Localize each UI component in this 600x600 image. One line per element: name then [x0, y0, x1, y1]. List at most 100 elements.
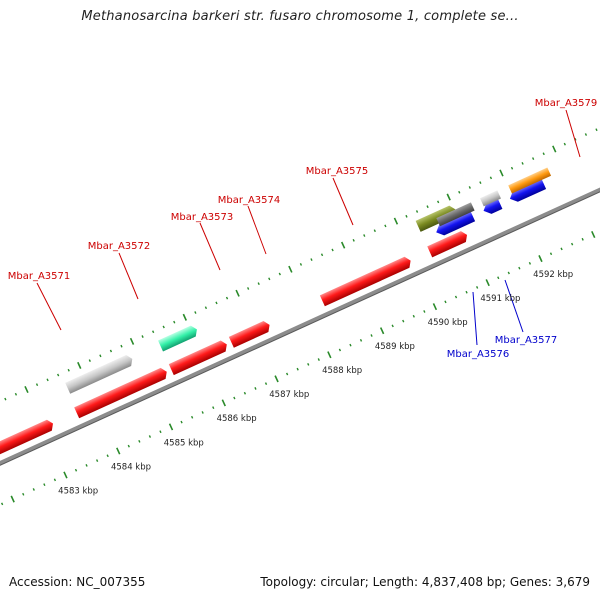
ruler-tick — [373, 229, 376, 233]
gene-mbar-a3576[interactable] — [434, 210, 476, 238]
gene-mbar-a3571[interactable] — [65, 353, 135, 394]
ruler-tick — [168, 423, 174, 431]
gene-label-mbar-a3573[interactable]: Mbar_A3573 — [171, 212, 234, 271]
scale-labels: 4583 kbp 4584 kbp 4585 kbp 4586 kbp 4587 kbp… — [58, 270, 573, 497]
ruler-tick — [288, 265, 293, 273]
ruler-tick — [268, 277, 271, 281]
kbp-tick-label: 4585 kbp — [164, 438, 204, 448]
svg-text:Mbar_A3575: Mbar_A3575 — [306, 166, 369, 177]
ruler-tick — [510, 166, 514, 170]
ruler-tick — [129, 337, 135, 345]
ruler-tick — [370, 334, 373, 337]
ruler-tick — [538, 255, 543, 263]
gene-label-mbar-a3579[interactable]: Mbar_A3579 — [535, 98, 598, 158]
gene-mbar-a3572[interactable] — [158, 324, 199, 352]
ruler-tick — [437, 200, 440, 204]
ruler-tick — [120, 344, 123, 348]
ruler-tick — [24, 385, 29, 394]
ruler-tick — [173, 320, 176, 324]
gene-label-mbar-a3577[interactable]: Mbar_A3577 — [495, 279, 558, 346]
ruler-tick — [109, 349, 113, 353]
ruler-tick — [296, 367, 299, 371]
ruler-tick — [4, 397, 7, 401]
svg-text:Mbar_A3576: Mbar_A3576 — [447, 349, 510, 360]
kbp-tick-label: 4588 kbp — [322, 366, 362, 376]
ruler-tick — [423, 310, 426, 313]
ruler-tick — [106, 454, 109, 458]
gene-label-mbar-a3576[interactable]: Mbar_A3576 — [447, 291, 510, 360]
ruler-tick — [415, 210, 419, 213]
ruler-tick — [521, 162, 524, 165]
ruler-tick — [405, 214, 408, 218]
ruler-tick — [518, 266, 521, 270]
ruler-tick — [352, 238, 355, 242]
genome-backbone — [0, 129, 600, 515]
ruler-tick — [320, 253, 324, 257]
ruler-tick — [595, 128, 598, 132]
ruler-tick — [285, 372, 289, 376]
gene-mbar-a3579[interactable] — [415, 204, 458, 232]
ruler-tick — [475, 286, 479, 289]
ruler-tick — [159, 430, 162, 434]
ruler-tick — [391, 324, 394, 328]
ruler-tick — [215, 301, 218, 305]
ruler-tick — [264, 382, 268, 386]
gene-mbar-a3574[interactable] — [74, 366, 169, 419]
gene-forward-8[interactable] — [427, 229, 469, 258]
gene-label-mbar-a3572[interactable]: Mbar_A3572 — [88, 241, 151, 300]
gene-reverse-3[interactable] — [507, 178, 547, 204]
ruler-tick — [141, 335, 144, 338]
ruler-tick — [468, 186, 471, 189]
ruler-tick — [35, 383, 39, 387]
ruler-tick — [528, 261, 532, 265]
ruler-tick — [0, 502, 4, 506]
ruler-tick — [532, 157, 535, 160]
ruler-tick — [274, 375, 279, 383]
ruler-tick — [243, 391, 247, 395]
ruler-tick — [497, 276, 500, 280]
ruler-tick — [465, 290, 468, 294]
gene-mbar-a3573[interactable] — [0, 418, 55, 455]
svg-text:Mbar_A3572: Mbar_A3572 — [88, 241, 151, 252]
svg-text:Mbar_A3571: Mbar_A3571 — [8, 271, 71, 282]
gene-forward-7[interactable] — [319, 255, 413, 307]
ruler-tick — [310, 258, 313, 261]
genome-backbone-shadow — [0, 132, 600, 515]
ruler-tick — [479, 181, 482, 185]
gene-reverse-7[interactable] — [508, 167, 552, 194]
ruler-tick — [225, 296, 229, 300]
gene-label-mbar-a3574[interactable]: Mbar_A3574 — [218, 195, 281, 255]
ruler-tick — [127, 444, 130, 448]
gene-reverse-5[interactable] — [436, 202, 475, 227]
gene-label-mbar-a3575[interactable]: Mbar_A3575 — [306, 166, 369, 226]
ruler-tick — [162, 325, 165, 329]
gene-mbar-a3575[interactable] — [168, 339, 229, 376]
ruler-tick — [444, 300, 447, 304]
ruler-tick — [46, 378, 49, 382]
gene-reverse-6[interactable] — [479, 190, 502, 207]
ruler-tick — [379, 327, 385, 335]
ruler-tick — [67, 368, 70, 372]
ruler-tick — [194, 311, 197, 314]
ruler-tick — [180, 420, 183, 424]
ruler-tick — [95, 459, 99, 462]
gene-forward-6[interactable] — [228, 319, 272, 348]
ruler-tick — [212, 406, 215, 410]
ruler-tick — [542, 152, 545, 156]
ruler-tick — [32, 488, 35, 491]
ruler-tick — [327, 351, 332, 359]
ruler-tick — [489, 176, 493, 180]
kbp-tick-label: 4587 kbp — [269, 390, 309, 400]
ruler-tick — [116, 447, 121, 455]
kbp-tick-label: 4586 kbp — [217, 414, 257, 424]
ruler-tick — [563, 142, 566, 146]
svg-text:Mbar_A3573: Mbar_A3573 — [171, 212, 234, 223]
svg-text:Mbar_A3574: Mbar_A3574 — [218, 195, 281, 206]
ruler-tick — [340, 241, 346, 249]
ruler-reverse — [0, 230, 596, 506]
accession-text: Accession: NC_007355 — [9, 575, 146, 589]
gene-label-mbar-a3571[interactable]: Mbar_A3571 — [8, 271, 71, 331]
gene-mbar-a3577[interactable] — [481, 197, 503, 216]
ruler-tick — [581, 237, 584, 241]
